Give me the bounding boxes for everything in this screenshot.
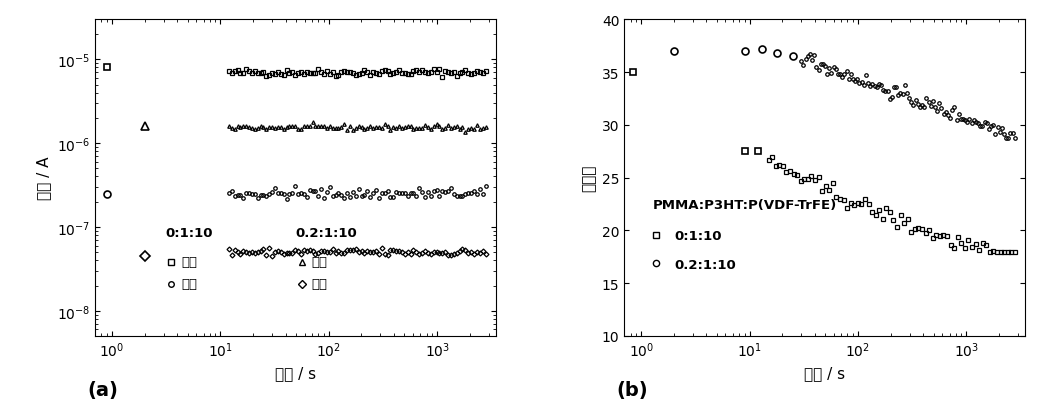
Y-axis label: 电流 / A: 电流 / A <box>36 156 52 200</box>
Text: (a): (a) <box>87 380 118 399</box>
X-axis label: 时间 / s: 时间 / s <box>275 365 316 380</box>
Text: 开态: 开态 <box>182 255 198 268</box>
Text: 关态: 关态 <box>182 277 198 290</box>
Text: 0:1:10: 0:1:10 <box>165 227 212 240</box>
Text: 0:1:10: 0:1:10 <box>674 230 722 243</box>
Text: (b): (b) <box>616 380 648 399</box>
Text: 0.2:1:10: 0.2:1:10 <box>296 227 357 240</box>
Y-axis label: 开关比: 开关比 <box>581 164 596 192</box>
Text: PMMA:P3HT:P(VDF-TrFE): PMMA:P3HT:P(VDF-TrFE) <box>652 198 837 211</box>
X-axis label: 时间 / s: 时间 / s <box>804 365 846 380</box>
Text: 关态: 关态 <box>312 277 328 290</box>
Text: 0.2:1:10: 0.2:1:10 <box>674 258 737 271</box>
Text: 开态: 开态 <box>312 255 328 268</box>
